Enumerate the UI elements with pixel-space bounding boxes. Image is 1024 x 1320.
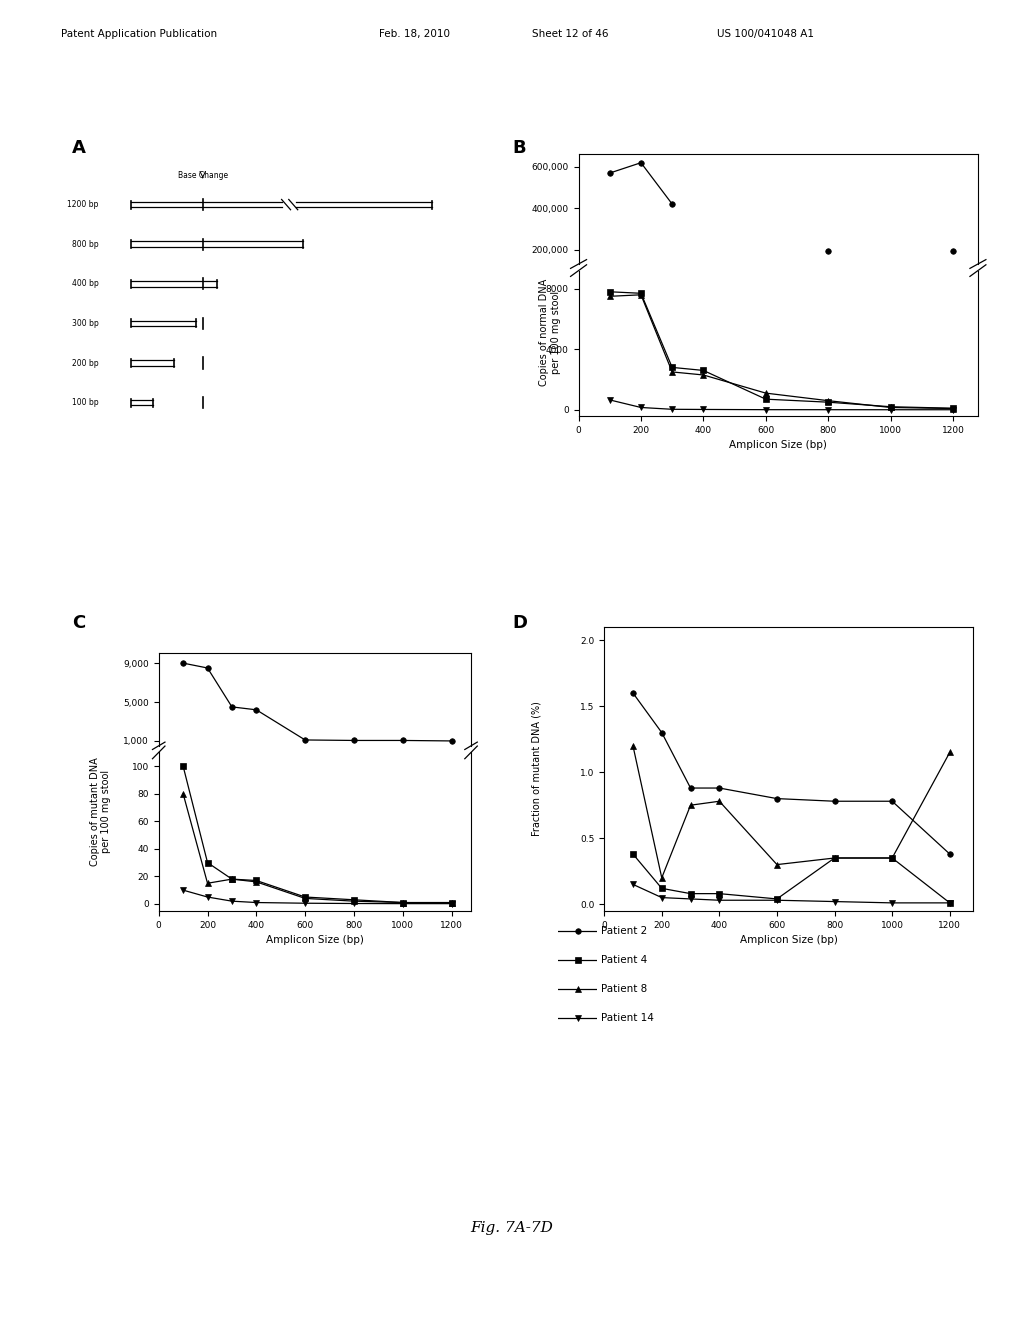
- Text: 300 bp: 300 bp: [72, 319, 98, 327]
- Text: 800 bp: 800 bp: [72, 240, 98, 248]
- Text: 200 bp: 200 bp: [72, 359, 98, 367]
- X-axis label: Amplicon Size (bp): Amplicon Size (bp): [266, 935, 364, 945]
- X-axis label: Amplicon Size (bp): Amplicon Size (bp): [739, 935, 838, 945]
- Text: Feb. 18, 2010: Feb. 18, 2010: [379, 29, 450, 40]
- Text: Fig. 7A-7D: Fig. 7A-7D: [471, 1221, 553, 1236]
- Text: D: D: [512, 614, 527, 632]
- Text: 100 bp: 100 bp: [72, 399, 98, 407]
- Text: 400 bp: 400 bp: [72, 280, 98, 288]
- Text: B: B: [512, 139, 525, 157]
- Text: Patient 14: Patient 14: [601, 1012, 654, 1023]
- Text: Sheet 12 of 46: Sheet 12 of 46: [532, 29, 609, 40]
- Text: Patient 4: Patient 4: [601, 954, 647, 965]
- Y-axis label: Fraction of mutant DNA (%): Fraction of mutant DNA (%): [531, 701, 542, 837]
- Text: 1200 bp: 1200 bp: [68, 201, 98, 209]
- Text: A: A: [72, 139, 86, 157]
- Text: US 100/041048 A1: US 100/041048 A1: [717, 29, 814, 40]
- Text: Copies of normal DNA
per 100 mg stool: Copies of normal DNA per 100 mg stool: [539, 279, 561, 387]
- Text: Base Change: Base Change: [178, 172, 227, 180]
- Text: Copies of mutant DNA
per 100 mg stool: Copies of mutant DNA per 100 mg stool: [89, 758, 112, 866]
- Text: C: C: [72, 614, 85, 632]
- Text: Patient 2: Patient 2: [601, 925, 647, 936]
- Text: Patient 8: Patient 8: [601, 983, 647, 994]
- Text: Patent Application Publication: Patent Application Publication: [61, 29, 217, 40]
- X-axis label: Amplicon Size (bp): Amplicon Size (bp): [729, 440, 827, 450]
